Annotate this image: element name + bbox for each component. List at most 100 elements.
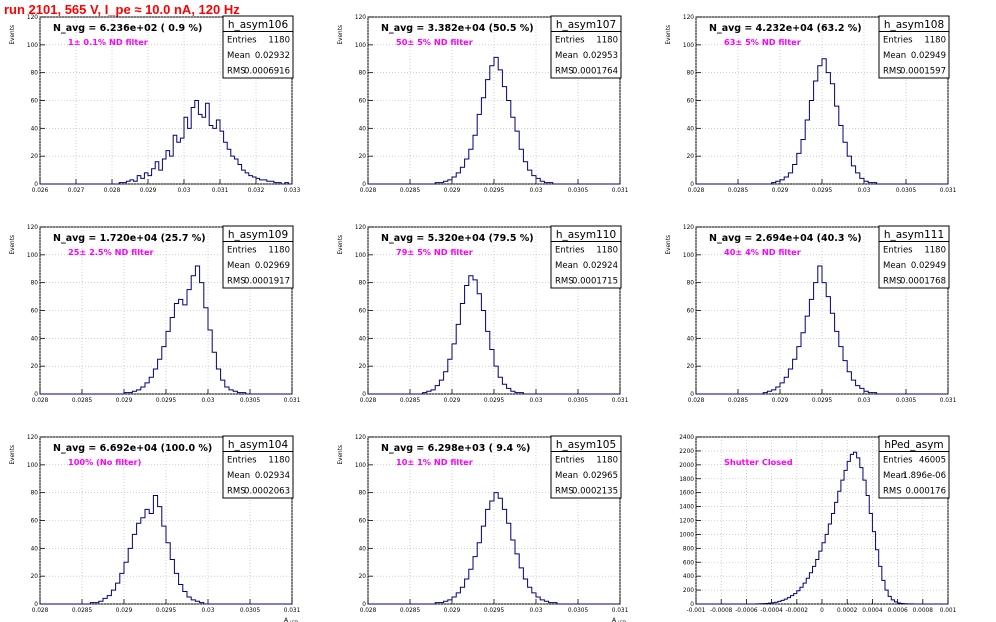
x-tick-label: 0.031 (612, 188, 629, 194)
histogram-name: h_asym109 (228, 229, 288, 241)
y-tick-label: 1000 (679, 532, 694, 538)
stats-box (222, 435, 294, 499)
y-tick-label: 120 (355, 225, 366, 231)
stats-value: 0.0001764 (572, 67, 618, 77)
stats-box (878, 435, 950, 499)
histogram-name: hPed_asym (884, 439, 943, 451)
histogram-series (40, 100, 292, 185)
y-tick-label: 20 (359, 364, 367, 370)
stats-label: RMS (227, 487, 246, 497)
x-tick-label: 0.0002 (837, 608, 858, 614)
y-axis-label: Events (666, 25, 672, 45)
x-tick-label: -0.0008 (710, 608, 733, 614)
x-tick-label: 0.0295 (484, 608, 505, 614)
x-tick-label: 0.001 (940, 608, 957, 614)
stats-value: 0.02924 (583, 261, 618, 271)
y-tick-label: 120 (683, 225, 694, 231)
stats-value: 0.02969 (255, 261, 290, 271)
x-tick-label: 0.03 (858, 398, 871, 404)
histogram-name: h_asym108 (884, 19, 944, 31)
x-axis-label: A LED (612, 617, 627, 622)
stats-value: 1180 (596, 456, 618, 466)
x-tick-label: 0.031 (612, 398, 629, 404)
stats-label: Mean (883, 261, 906, 271)
stats-box (222, 15, 294, 79)
x-tick-label: 0.028 (688, 398, 705, 404)
x-tick-label: 0.029 (116, 608, 133, 614)
histogram-series (40, 265, 292, 395)
stats-value: 0.02965 (583, 471, 618, 481)
x-tick-label: 0.0285 (728, 398, 749, 404)
histogram-name: h_asym105 (556, 439, 616, 451)
filter-annotation: 100% (No filter) (68, 457, 142, 467)
stats-label: Mean (227, 261, 250, 271)
stats-value: 0.0001597 (900, 67, 946, 77)
x-tick-label: 0.032 (248, 188, 265, 194)
stats-value: 0.0001768 (900, 277, 946, 287)
stats-label: Mean (883, 51, 906, 61)
y-tick-label: 100 (27, 43, 38, 49)
y-tick-label: 800 (683, 546, 694, 552)
x-tick-label: 0.0305 (568, 608, 589, 614)
x-tick-label: 0.029 (444, 188, 461, 194)
x-tick-label: 0.033 (284, 188, 301, 194)
y-tick-label: 0 (362, 392, 366, 398)
y-tick-label: 100 (355, 43, 366, 49)
y-axis-label: Events (338, 235, 344, 255)
x-tick-label: 0.0295 (812, 188, 833, 194)
stats-label: Entries (227, 246, 257, 256)
histogram-name: h_asym104 (228, 439, 289, 451)
y-tick-label: 0 (690, 392, 694, 398)
x-tick-label: 0.0305 (896, 398, 917, 404)
x-tick-label: 0.03 (202, 608, 215, 614)
y-tick-label: 60 (359, 99, 367, 105)
n-avg-label: N_avg = 1.720e+04 (25.7 %) (53, 233, 206, 244)
stats-label: RMS (883, 277, 902, 287)
x-tick-label: 0.0305 (240, 608, 261, 614)
y-tick-label: 20 (31, 154, 39, 160)
stats-value: 1180 (268, 456, 290, 466)
x-tick-label: 0.0295 (812, 398, 833, 404)
y-tick-label: 100 (27, 463, 38, 469)
x-tick-label: 0.029 (116, 398, 133, 404)
y-tick-label: 80 (687, 281, 695, 287)
y-tick-label: 80 (359, 281, 367, 287)
x-tick-label: 0.0305 (240, 398, 261, 404)
x-tick-label: 0.03 (530, 188, 543, 194)
y-tick-label: 20 (31, 364, 39, 370)
stats-box (550, 15, 622, 79)
n-avg-label: N_avg = 2.694e+04 (40.3 %) (709, 233, 862, 244)
y-tick-label: 120 (355, 435, 366, 441)
stats-label: Entries (883, 36, 913, 46)
y-tick-label: 80 (31, 491, 39, 497)
stats-label: RMS (883, 487, 902, 497)
y-tick-label: 100 (683, 43, 694, 49)
y-tick-label: 1200 (679, 519, 694, 525)
stats-value: 1180 (924, 246, 946, 256)
y-axis-label: Events (10, 25, 16, 45)
y-tick-label: 0 (362, 602, 366, 608)
stats-value: 0.0001715 (572, 277, 618, 287)
filter-annotation: 1± 0.1% ND filter (68, 37, 149, 47)
stats-label: Entries (227, 456, 257, 466)
y-tick-label: 100 (683, 253, 694, 259)
y-tick-label: 100 (355, 463, 366, 469)
stats-box (878, 15, 950, 79)
x-tick-label: 0.031 (212, 188, 229, 194)
stats-box (550, 225, 622, 289)
x-tick-label: 0.0305 (568, 188, 589, 194)
y-tick-label: 40 (31, 126, 39, 132)
stats-value: 1180 (924, 36, 946, 46)
y-tick-label: 2000 (679, 463, 694, 469)
stats-label: RMS (883, 67, 902, 77)
stats-label: RMS (555, 277, 574, 287)
x-tick-label: 0.0295 (484, 188, 505, 194)
histogram-panel-h_asym108: 0.028 0.0285 0.029 0.0295 0.03 0.0305 0.031 0 20… (666, 15, 957, 194)
y-tick-label: 40 (359, 126, 367, 132)
stats-label: RMS (227, 277, 246, 287)
y-tick-label: 20 (687, 154, 695, 160)
histogram-series (696, 58, 948, 185)
y-tick-label: 0 (362, 182, 366, 188)
x-tick-label: 0.03 (530, 608, 543, 614)
stats-value: 1180 (596, 36, 618, 46)
